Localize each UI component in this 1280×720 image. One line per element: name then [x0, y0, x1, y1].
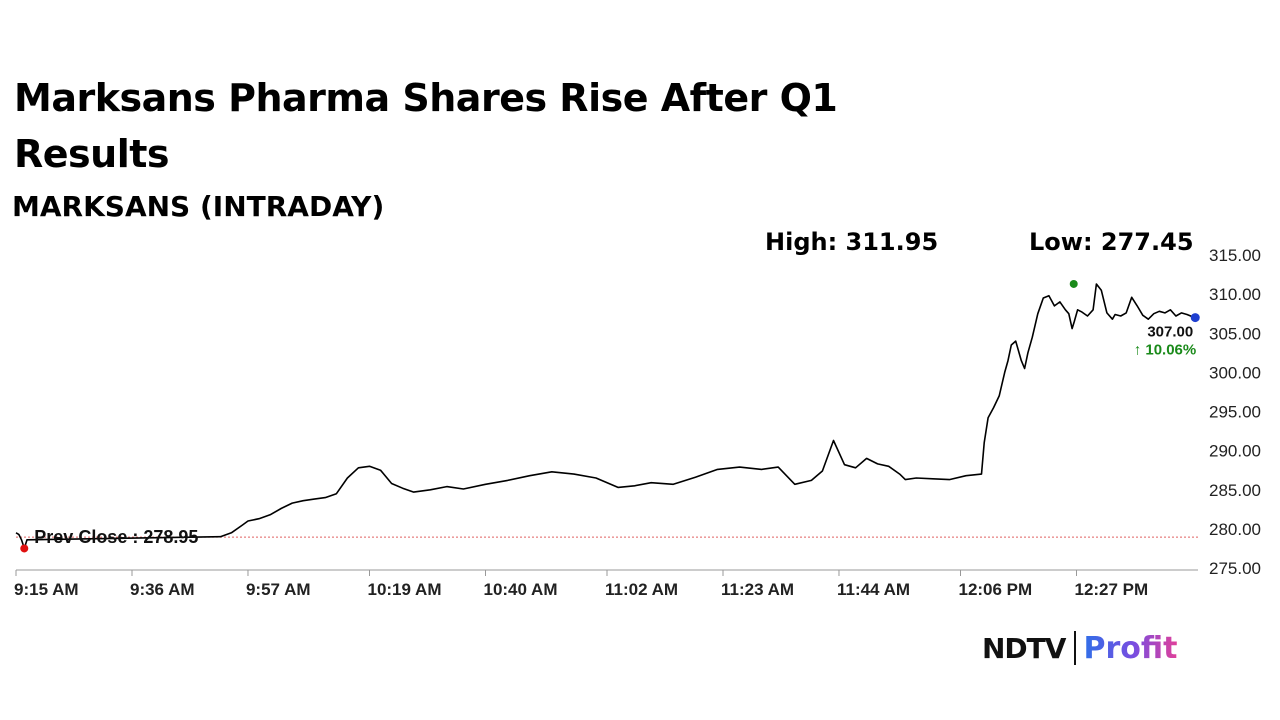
- y-tick-label: 315.00: [1209, 246, 1261, 265]
- y-tick-label: 280.00: [1209, 520, 1261, 539]
- x-tick-label: 12:27 PM: [1074, 580, 1148, 599]
- last-point-marker: [1190, 313, 1200, 323]
- x-axis: 9:15 AM 9:36 AM 9:57 AM 10:19 AM 10:40 AM 11:…: [14, 569, 1198, 599]
- prev-close-label: Prev Close : 278.95: [34, 527, 198, 547]
- high-stat: High: 311.95: [765, 228, 939, 256]
- x-tick-label: 11:02 AM: [605, 580, 678, 599]
- x-tick-label: 9:15 AM: [14, 580, 79, 599]
- x-tick-label: 9:57 AM: [246, 580, 311, 599]
- x-tick-label: 10:19 AM: [367, 580, 441, 599]
- chart-subtitle: MARKSANS (INTRADAY): [12, 190, 385, 223]
- x-tick-label: 9:36 AM: [130, 580, 195, 599]
- y-tick-label: 285.00: [1209, 481, 1261, 500]
- y-tick-label: 310.00: [1209, 285, 1261, 304]
- x-tick-label: 10:40 AM: [483, 580, 557, 599]
- ndtv-profit-logo: NDTV Profit: [982, 628, 1177, 668]
- low-stat: Low: 277.45: [1029, 228, 1194, 256]
- y-axis-labels: 315.00 310.00 305.00 300.00 295.00 290.00 285.…: [1209, 246, 1261, 578]
- change-percent-label: ↑ 10.06%: [1134, 342, 1197, 359]
- logo-ndtv-text: NDTV: [982, 631, 1066, 665]
- start-point-marker: [20, 544, 29, 553]
- y-tick-label: 300.00: [1209, 363, 1261, 382]
- x-tick-label: 11:44 AM: [837, 580, 910, 599]
- chart-title: Marksans Pharma Shares Rise After Q1 Res…: [14, 76, 838, 176]
- x-tick-label: 11:23 AM: [721, 580, 794, 599]
- last-value-label: 307.00: [1147, 324, 1193, 341]
- logo-profit-text: Profit: [1083, 630, 1178, 666]
- x-tick-label: 12:06 PM: [958, 580, 1032, 599]
- logo-divider: [1074, 631, 1077, 665]
- high-point-marker: [1069, 279, 1078, 288]
- y-tick-label: 295.00: [1209, 403, 1261, 422]
- y-tick-label: 275.00: [1209, 559, 1261, 578]
- y-tick-label: 290.00: [1209, 442, 1261, 461]
- price-line: [15, 283, 1196, 550]
- y-tick-label: 305.00: [1209, 324, 1261, 343]
